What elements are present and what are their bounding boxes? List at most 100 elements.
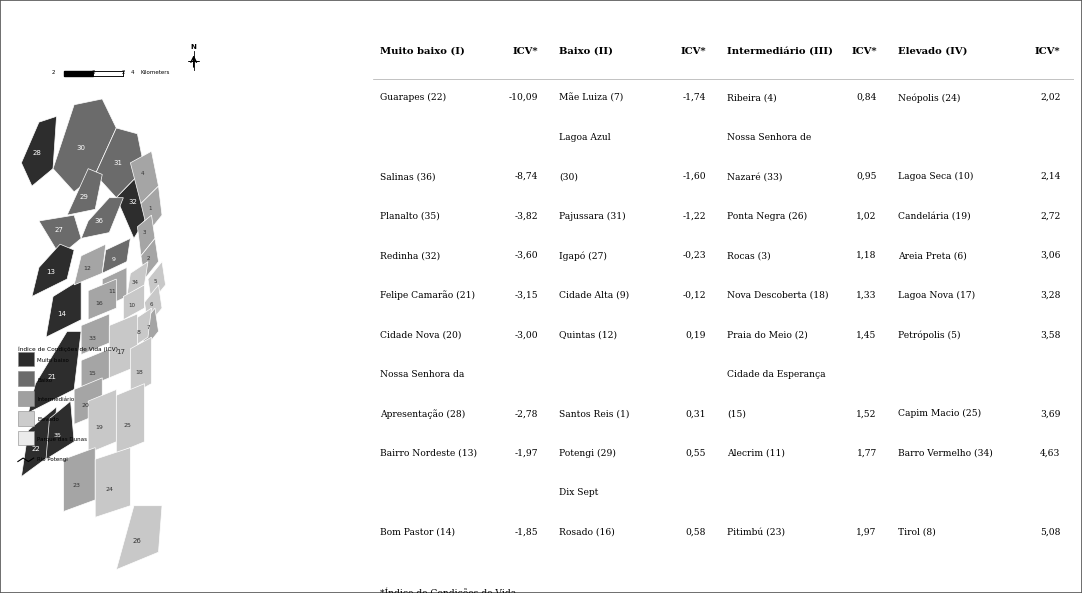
Text: 13: 13 xyxy=(47,269,55,275)
Bar xyxy=(17,431,34,445)
Text: Pajussara (31): Pajussara (31) xyxy=(559,212,625,221)
Text: Intermediário (III): Intermediário (III) xyxy=(727,47,833,56)
Text: Rocas (3): Rocas (3) xyxy=(727,251,771,260)
Text: 32: 32 xyxy=(128,199,137,205)
Text: 5: 5 xyxy=(154,279,157,284)
Polygon shape xyxy=(117,384,145,454)
Text: -10,09: -10,09 xyxy=(509,93,538,102)
Text: -1,60: -1,60 xyxy=(683,172,707,181)
Text: Ribeira (4): Ribeira (4) xyxy=(727,93,777,102)
Text: 8: 8 xyxy=(137,330,141,335)
Text: Lagoa Azul: Lagoa Azul xyxy=(559,133,610,142)
Text: Bom Pastor (14): Bom Pastor (14) xyxy=(380,528,456,537)
Text: Barro Vermelho (34): Barro Vermelho (34) xyxy=(898,449,992,458)
Text: Elevado (IV): Elevado (IV) xyxy=(898,47,967,56)
Polygon shape xyxy=(117,506,162,570)
Polygon shape xyxy=(141,238,158,279)
Text: ICV*: ICV* xyxy=(852,47,876,56)
Text: *Índice de Condições de Vida: *Índice de Condições de Vida xyxy=(380,587,516,593)
Text: Baixo (II): Baixo (II) xyxy=(559,47,613,56)
Text: 36: 36 xyxy=(94,218,103,224)
Text: 3,58: 3,58 xyxy=(1040,330,1060,339)
Text: -2,78: -2,78 xyxy=(515,409,538,418)
Text: 1,77: 1,77 xyxy=(857,449,876,458)
Text: 0: 0 xyxy=(92,70,95,75)
Text: Dix Sept: Dix Sept xyxy=(559,488,598,498)
Bar xyxy=(17,411,34,426)
Polygon shape xyxy=(22,116,56,186)
Polygon shape xyxy=(64,448,95,512)
Text: 27: 27 xyxy=(54,227,63,233)
Text: Nova Descoberta (18): Nova Descoberta (18) xyxy=(727,291,829,299)
Text: 4: 4 xyxy=(141,171,144,176)
Polygon shape xyxy=(127,262,148,296)
Text: -1,22: -1,22 xyxy=(683,212,707,221)
Text: 3: 3 xyxy=(143,230,146,235)
Polygon shape xyxy=(89,390,117,454)
Text: Areia Preta (6): Areia Preta (6) xyxy=(898,251,966,260)
Text: -1,97: -1,97 xyxy=(515,449,538,458)
Polygon shape xyxy=(81,197,123,238)
Text: 0,58: 0,58 xyxy=(686,528,707,537)
Text: Candelária (19): Candelária (19) xyxy=(898,212,971,221)
Text: 34: 34 xyxy=(132,280,138,285)
Polygon shape xyxy=(39,215,81,256)
Polygon shape xyxy=(74,244,106,285)
Text: Intermediário: Intermediário xyxy=(37,397,75,403)
Text: 26: 26 xyxy=(133,538,142,544)
Text: Kilometers: Kilometers xyxy=(141,70,170,75)
Text: Guarapes (22): Guarapes (22) xyxy=(380,93,447,102)
Text: Santos Reis (1): Santos Reis (1) xyxy=(559,409,630,418)
Text: 25: 25 xyxy=(123,423,132,428)
Text: 23: 23 xyxy=(72,483,80,489)
Text: 0,84: 0,84 xyxy=(856,93,876,102)
Text: ICV*: ICV* xyxy=(513,47,538,56)
Text: 3,06: 3,06 xyxy=(1040,251,1060,260)
Text: -3,82: -3,82 xyxy=(514,212,538,221)
Text: 20: 20 xyxy=(81,403,90,408)
Text: Salinas (36): Salinas (36) xyxy=(380,172,436,181)
Text: Lagoa Nova (17): Lagoa Nova (17) xyxy=(898,291,975,300)
Text: 19: 19 xyxy=(95,425,104,431)
Text: -1,85: -1,85 xyxy=(514,528,538,537)
Text: Ponta Negra (26): Ponta Negra (26) xyxy=(727,212,807,221)
Polygon shape xyxy=(89,279,117,320)
Polygon shape xyxy=(28,331,81,413)
Text: 4,63: 4,63 xyxy=(1040,449,1060,458)
Text: Parque das Dunas: Parque das Dunas xyxy=(37,437,88,442)
Polygon shape xyxy=(103,267,127,308)
Text: Redinha (32): Redinha (32) xyxy=(380,251,440,260)
Text: 12: 12 xyxy=(83,266,91,271)
Text: -3,60: -3,60 xyxy=(514,251,538,260)
Text: Nossa Senhora da: Nossa Senhora da xyxy=(380,369,464,379)
Text: (15): (15) xyxy=(727,409,747,418)
Text: Nossa Senhora de: Nossa Senhora de xyxy=(727,133,812,142)
Text: N: N xyxy=(190,43,197,50)
Text: Rosado (16): Rosado (16) xyxy=(559,528,615,537)
Text: 7: 7 xyxy=(146,326,149,330)
Text: 28: 28 xyxy=(32,150,41,156)
Text: 24: 24 xyxy=(105,487,114,492)
Text: 9: 9 xyxy=(111,257,116,262)
Text: 16: 16 xyxy=(95,301,103,306)
Polygon shape xyxy=(67,168,103,215)
Text: 35: 35 xyxy=(53,433,62,438)
Text: Tirol (8): Tirol (8) xyxy=(898,528,936,537)
Text: 1,33: 1,33 xyxy=(856,291,876,299)
Text: 0,95: 0,95 xyxy=(856,172,876,181)
Text: Rio Potengi: Rio Potengi xyxy=(37,457,68,462)
Text: 18: 18 xyxy=(135,369,143,375)
Text: Igapó (27): Igapó (27) xyxy=(559,251,607,261)
Text: -3,15: -3,15 xyxy=(514,291,538,299)
Polygon shape xyxy=(95,448,131,517)
Text: 21: 21 xyxy=(48,374,57,380)
Text: 1,18: 1,18 xyxy=(856,251,876,260)
Text: Praia do Meio (2): Praia do Meio (2) xyxy=(727,330,808,339)
Polygon shape xyxy=(141,308,158,349)
Text: Planalto (35): Planalto (35) xyxy=(380,212,440,221)
Text: Muito baixo: Muito baixo xyxy=(37,358,69,363)
Text: 1,02: 1,02 xyxy=(856,212,876,221)
Polygon shape xyxy=(95,128,145,197)
Text: 5,08: 5,08 xyxy=(1040,528,1060,537)
Text: 0,19: 0,19 xyxy=(686,330,707,339)
